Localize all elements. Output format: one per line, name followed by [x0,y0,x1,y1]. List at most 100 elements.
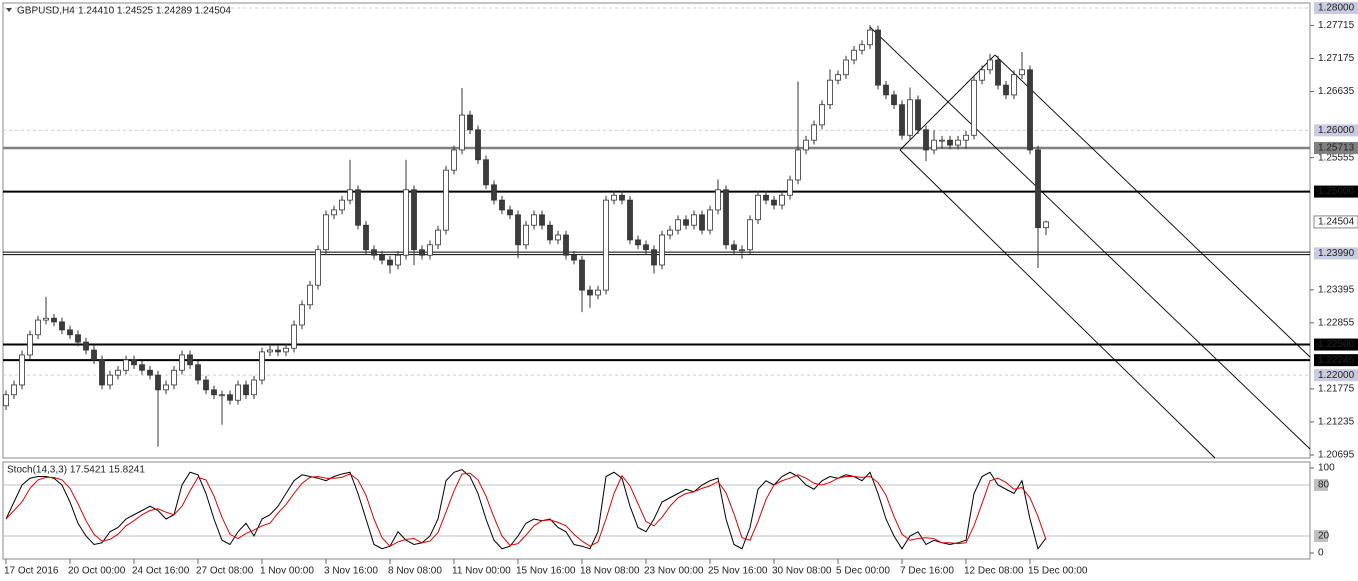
candle-body [499,199,505,211]
candle-body [363,224,369,251]
level-label: 1.24504 [1318,217,1355,228]
indicator-tick-label: 100 [1318,463,1335,474]
candle-body [539,214,545,226]
candle-body [675,219,681,231]
candle-body [187,354,193,366]
x-tick-label: 12 Dec 08:00 [964,566,1024,577]
candle-body [339,199,345,211]
candle-body [571,254,577,261]
candle-body [251,379,257,396]
candle-body [963,134,969,141]
candle-body [43,317,49,321]
x-tick-label: 3 Nov 16:00 [324,566,378,577]
candle-body [323,214,329,251]
candle-body [611,194,617,201]
candle-body [83,341,89,351]
candle-body [299,304,305,326]
candle-body [387,259,393,266]
candle-body [1043,221,1049,229]
candle-body [315,249,321,286]
candle-body [35,319,41,336]
candle-body [915,99,921,131]
level-label-box [1314,141,1358,154]
candle-body [707,209,713,231]
candle-body [1027,69,1033,151]
candle-body [419,249,425,256]
candle-body [867,29,873,46]
candle-body [555,234,561,241]
candle-body [171,369,177,386]
candle-body [483,159,489,186]
level-label: 1.22500 [1318,339,1355,350]
x-tick-label: 5 Dec 00:00 [836,566,890,577]
candle-body [643,244,649,251]
indicator-tick-label: 0 [1318,548,1324,559]
candle-body [203,379,209,391]
candle-body [995,59,1001,86]
candles [3,25,1049,447]
candle-body [595,289,601,296]
candle-body [123,359,129,371]
candle-body [443,169,449,231]
candle-body [635,239,641,246]
y-tick-label: 1.21235 [1318,417,1355,428]
candle-body [939,139,945,142]
candle-body [1019,69,1025,76]
candle-body [883,84,889,96]
candle-body [1011,74,1017,96]
x-tick-label: 8 Nov 08:00 [388,566,442,577]
candle-body [355,189,361,226]
candle-body [147,369,153,376]
collapse-icon[interactable] [6,8,12,12]
x-tick-label: 15 Dec 00:00 [1028,566,1088,577]
candle-body [51,317,57,323]
candle-body [451,149,457,171]
candle-body [67,329,73,336]
candle-body [819,104,825,126]
candle-body [779,194,785,206]
x-tick-label: 17 Oct 2016 [4,566,59,577]
candle-body [195,364,201,381]
candle-body [331,209,337,216]
x-tick-label: 18 Nov 08:00 [580,566,640,577]
level-label-box [1313,215,1358,229]
candle-body [59,321,65,331]
candle-body [891,94,897,106]
candle-body [403,189,409,256]
candle-body [395,254,401,266]
candle-body [3,394,9,407]
trend-line [869,26,1311,450]
y-tick-label: 1.27715 [1318,20,1355,31]
x-tick-label: 30 Nov 08:00 [772,566,832,577]
candle-body [131,359,137,366]
x-tick-label: 25 Nov 16:00 [708,566,768,577]
x-tick-label: 23 Nov 00:00 [644,566,704,577]
candle-body [275,349,281,353]
candle-body [379,254,385,261]
candle-body [715,189,721,211]
main-panel [2,2,1311,459]
candle-body [667,229,673,236]
candle-body [99,359,105,386]
candle-body [491,184,497,201]
candle-body [107,374,113,386]
candle-body [795,149,801,181]
trend-line [899,149,1216,459]
x-tick-label: 20 Oct 00:00 [68,566,126,577]
candle-body [475,129,481,161]
candle-body [699,214,705,231]
y-tick-label: 1.27175 [1318,53,1355,64]
candle-body [531,214,537,226]
candle-body [875,29,881,86]
ohlc-info: 1.24410 1.24525 1.24289 1.24504 [78,6,231,17]
candle-body [619,194,625,201]
candle-body [739,249,745,252]
candle-body [139,364,145,371]
candle-body [515,214,521,246]
candle-body [755,194,761,221]
candle-body [947,139,953,146]
level-label: 1.25713 [1318,143,1355,154]
candle-body [307,284,313,306]
indicator-panel [2,461,1311,560]
